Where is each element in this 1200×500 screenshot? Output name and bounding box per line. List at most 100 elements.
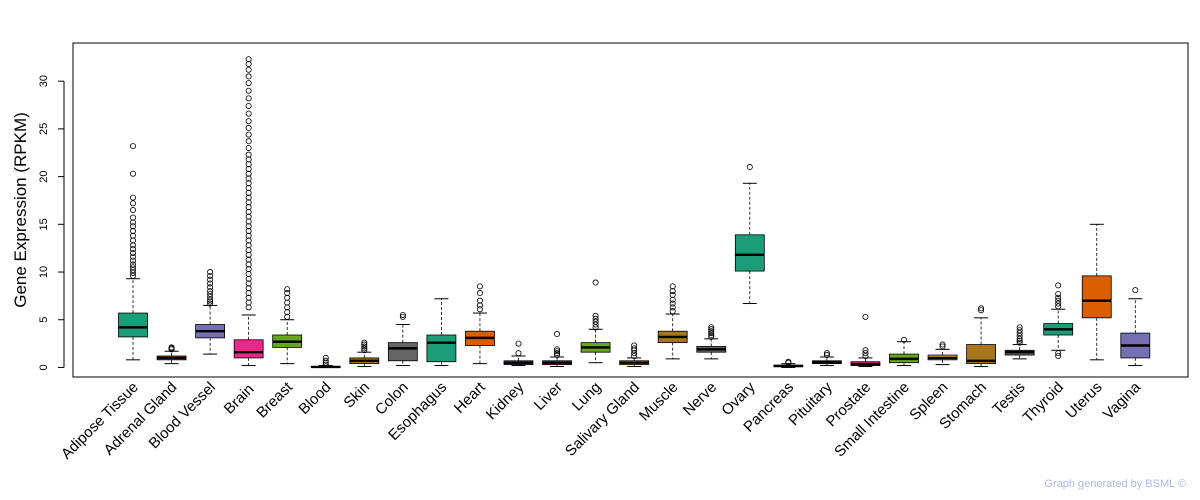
outlier-point [245,280,252,287]
outlier-point [631,350,638,357]
outlier-point [1016,337,1023,344]
box [1081,275,1112,319]
outlier-point [1016,339,1023,346]
outlier-point [129,170,136,177]
y-tick-label: 5 [38,317,50,323]
outlier-point [245,242,252,249]
outlier-point [322,354,329,361]
outlier-point [245,290,252,297]
outlier-point [245,213,252,220]
outlier-point [554,346,561,353]
outlier-point [939,343,946,350]
outlier-point [1055,353,1062,360]
outlier-point [207,298,214,305]
outlier-point [245,251,252,258]
outlier-point [129,227,136,234]
outlier-point [1055,290,1062,297]
outlier-point [207,276,214,283]
outlier-point [592,324,599,331]
outlier-point [245,180,252,187]
outlier-point [554,348,561,355]
outlier-point [245,304,252,311]
box-group [812,350,842,367]
outlier-point [129,264,136,271]
y-tick-label: 10 [38,266,50,278]
outlier-point [1016,330,1023,337]
category-label: Muscle [636,379,682,425]
outlier-point [245,156,252,163]
outlier-point [284,294,291,301]
outlier-point [245,256,252,263]
outlier-point [129,219,136,226]
outlier-point [322,361,329,368]
outlier-point [129,257,136,264]
outlier-point [245,170,252,177]
outlier-point [129,143,136,150]
outlier-point [245,80,252,87]
outlier-point [823,350,830,357]
outlier-point [862,347,869,354]
box-group [310,354,341,369]
box-group [542,331,572,368]
outlier-point [1016,332,1023,339]
outlier-point [361,343,368,350]
outlier-point [129,272,136,279]
outlier-point [245,218,252,225]
outlier-point [284,299,291,306]
outlier-point [245,199,252,206]
outlier-point [245,175,252,182]
outlier-point [901,336,908,343]
box-group [850,313,881,368]
outlier-point [245,73,252,80]
outlier-point [129,237,136,244]
outlier-point [129,206,136,213]
outlier-point [245,87,252,94]
box-group [696,324,727,360]
outlier-point [245,294,252,301]
box-group [773,358,804,368]
outlier-point [207,272,214,279]
outlier-point [708,332,715,339]
outlier-point [245,161,252,168]
outlier-point [129,269,136,276]
outlier-point [245,275,252,282]
category-label: Breast [253,378,296,421]
outlier-point [476,306,483,313]
outlier-point [1055,294,1062,301]
outlier-point [669,300,676,307]
outlier-point [207,290,214,297]
box [426,334,457,363]
outlier-point [631,347,638,354]
outlier-point [592,312,599,319]
outlier-point [245,237,252,244]
outlier-point [245,299,252,306]
outlier-point [207,280,214,287]
outlier-point [1055,297,1062,304]
box-group [387,311,418,367]
outlier-point [708,326,715,333]
outlier-point [361,345,368,352]
outlier-point [245,261,252,268]
outlier-point [245,110,252,117]
outlier-point [592,321,599,328]
box-group [1081,223,1112,361]
outlier-point [129,253,136,260]
outlier-point [554,350,561,357]
outlier-point [245,266,252,273]
box-group [580,279,611,364]
outlier-point [746,164,753,171]
category-label: Uterus [1062,379,1105,422]
outlier-point [284,290,291,297]
category-label: Thyroid [1020,379,1067,426]
outlier-point [515,340,522,347]
outlier-point [476,302,483,309]
category-label: Lung [569,379,605,415]
outlier-point [361,341,368,348]
outlier-point [207,296,214,303]
y-tick-label: 30 [38,75,50,87]
outlier-point [245,227,252,234]
outlier-point [245,124,252,131]
outlier-point [129,223,136,230]
